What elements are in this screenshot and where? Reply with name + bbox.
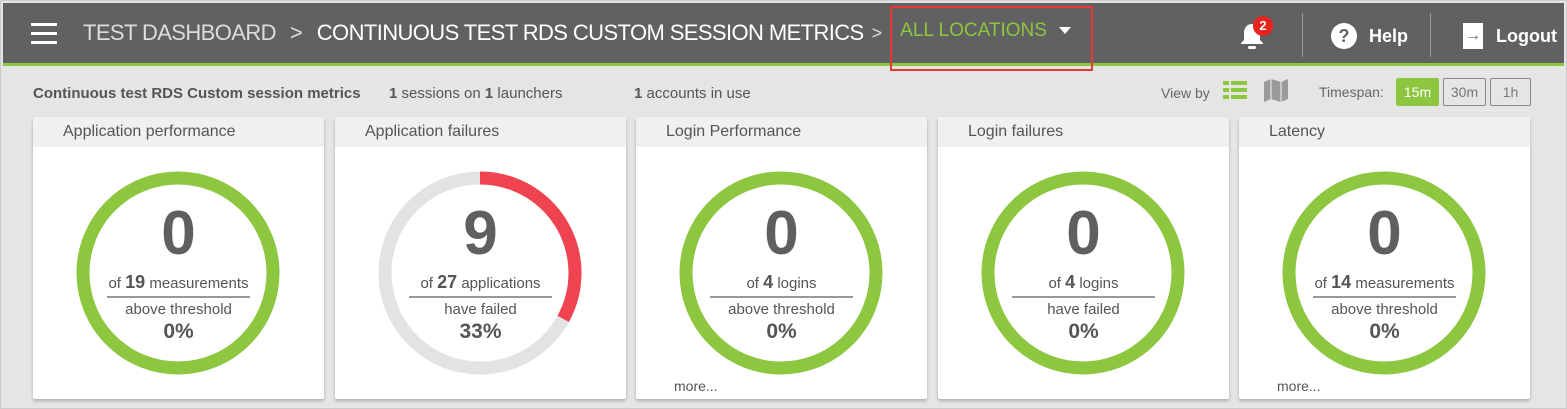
metric-label: above threshold [125, 301, 232, 318]
card-title: Latency [1239, 117, 1530, 147]
metric-label: have failed [444, 301, 517, 318]
timespan-label: Timespan: [1319, 84, 1384, 100]
gauge-track [679, 171, 883, 375]
metric-total: of 4 logins [1048, 272, 1119, 292]
metric-card: Login Performance 0 of 4 logins above th… [636, 117, 927, 399]
metric-value: 0 [764, 199, 799, 268]
top-bar: TEST DASHBOARD > CONTINUOUS TEST RDS CUS… [3, 3, 1564, 71]
breadcrumb-separator: > [871, 23, 883, 43]
metric-value: 0 [1066, 199, 1101, 268]
more-link[interactable]: more... [1277, 378, 1321, 394]
logout-button[interactable]: → Logout [1463, 23, 1557, 49]
breadcrumb-dashboard[interactable]: TEST DASHBOARD [83, 20, 277, 45]
metric-total: of 4 logins [746, 272, 817, 292]
gauge-track [1282, 171, 1486, 375]
metric-card: Application performance 0 of 19 measurem… [33, 117, 324, 399]
metric-card: Login failures 0 of 4 logins have failed… [938, 117, 1229, 399]
timespan-15m-button[interactable]: 15m [1396, 78, 1439, 106]
divider [107, 296, 250, 298]
metric-label: above threshold [1331, 301, 1438, 318]
accounts-count: 1 accounts in use [634, 85, 751, 102]
hamburger-menu-icon[interactable] [31, 23, 57, 45]
page-title: Continuous test RDS Custom session metri… [33, 85, 361, 102]
gauge-track [981, 171, 1185, 375]
highlight-box: ALL LOCATIONS [890, 5, 1093, 71]
metric-percent: 0% [163, 320, 194, 343]
card-title: Application performance [33, 117, 324, 147]
metric-label: have failed [1047, 301, 1120, 318]
card-title: Application failures [335, 117, 626, 147]
timespan-1h-button[interactable]: 1h [1490, 78, 1531, 106]
timespan-30m-button[interactable]: 30m [1443, 78, 1486, 106]
metric-value: 9 [463, 199, 498, 268]
breadcrumb-current: CONTINUOUS TEST RDS CUSTOM SESSION METRI… [316, 20, 864, 45]
logout-icon: → [1463, 23, 1483, 49]
question-icon: ? [1331, 23, 1357, 49]
gauge-ring [679, 171, 883, 375]
divider [409, 296, 552, 298]
gauge-ring [76, 171, 280, 375]
metric-value: 0 [161, 199, 196, 268]
sessions-count: 1 sessions on 1 launchers [389, 85, 563, 102]
metric-percent: 0% [1068, 320, 1099, 343]
more-link[interactable]: more... [674, 378, 718, 394]
gauge-ring [981, 171, 1185, 375]
card-title: Login Performance [636, 117, 927, 147]
location-dropdown[interactable]: ALL LOCATIONS [900, 20, 1071, 42]
breadcrumb-separator: > [289, 20, 303, 45]
metric-value: 0 [1367, 199, 1402, 268]
metric-total: of 27 applications [420, 272, 541, 292]
metric-total: of 19 measurements [108, 272, 249, 292]
metric-percent: 0% [1369, 320, 1400, 343]
divider [1313, 296, 1456, 298]
divider [710, 296, 853, 298]
notification-badge: 2 [1253, 16, 1273, 36]
metric-card: Application failures 9 of 27 application… [335, 117, 626, 399]
metric-percent: 33% [459, 320, 502, 343]
metric-label: above threshold [728, 301, 835, 318]
map-view-icon[interactable] [1264, 79, 1288, 102]
help-button[interactable]: ? Help [1331, 23, 1408, 49]
gauge-ring [378, 171, 582, 375]
location-label: ALL LOCATIONS [900, 19, 1047, 41]
gauge-value-arc [378, 171, 582, 375]
divider [1302, 13, 1303, 57]
chevron-down-icon [1058, 26, 1071, 34]
list-view-icon[interactable] [1223, 81, 1247, 99]
divider [1430, 13, 1431, 57]
metric-total: of 14 measurements [1314, 272, 1455, 292]
help-label: Help [1369, 25, 1409, 46]
gauge-track [76, 171, 280, 375]
logout-label: Logout [1496, 25, 1557, 46]
card-title: Login failures [938, 117, 1229, 147]
metric-card: Latency 0 of 14 measurements above thres… [1239, 117, 1530, 399]
metric-percent: 0% [766, 320, 797, 343]
divider [1012, 296, 1155, 298]
view-by-label: View by [1161, 85, 1210, 101]
gauge-ring [1282, 171, 1486, 375]
breadcrumb: TEST DASHBOARD > CONTINUOUS TEST RDS CUS… [83, 3, 1093, 71]
